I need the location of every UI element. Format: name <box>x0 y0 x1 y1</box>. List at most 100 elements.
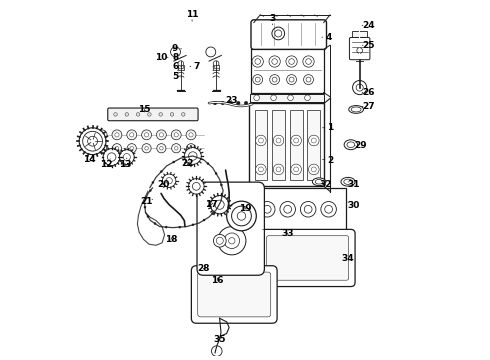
Circle shape <box>210 195 229 214</box>
Circle shape <box>227 201 256 231</box>
Text: 12: 12 <box>100 159 113 168</box>
Circle shape <box>157 144 166 153</box>
Circle shape <box>305 95 310 100</box>
Circle shape <box>275 30 282 37</box>
Circle shape <box>127 144 136 153</box>
Circle shape <box>309 135 319 146</box>
Ellipse shape <box>315 180 323 184</box>
Bar <box>250 94 324 102</box>
Circle shape <box>291 135 301 146</box>
Circle shape <box>207 162 209 165</box>
Text: 25: 25 <box>362 41 375 50</box>
Text: 33: 33 <box>282 229 294 238</box>
Text: 2: 2 <box>327 156 334 165</box>
Circle shape <box>218 227 246 255</box>
Circle shape <box>287 75 296 85</box>
Circle shape <box>170 113 174 116</box>
Circle shape <box>254 95 260 100</box>
Text: 16: 16 <box>211 276 224 285</box>
Circle shape <box>253 75 263 85</box>
Circle shape <box>189 152 197 160</box>
Circle shape <box>107 153 116 161</box>
Circle shape <box>189 179 204 194</box>
Circle shape <box>160 147 163 150</box>
Text: 8: 8 <box>172 53 178 62</box>
Circle shape <box>325 206 333 213</box>
Text: 7: 7 <box>193 62 199 71</box>
Circle shape <box>174 133 178 137</box>
Circle shape <box>189 147 193 150</box>
Circle shape <box>179 226 181 228</box>
Ellipse shape <box>351 107 361 112</box>
Text: 17: 17 <box>205 200 218 209</box>
Text: 6: 6 <box>172 62 178 71</box>
Circle shape <box>166 177 172 184</box>
FancyBboxPatch shape <box>197 182 265 275</box>
Ellipse shape <box>341 177 355 186</box>
Text: 26: 26 <box>362 88 375 97</box>
Text: 19: 19 <box>240 204 252 213</box>
Circle shape <box>303 56 314 67</box>
FancyBboxPatch shape <box>108 108 198 121</box>
Circle shape <box>321 202 336 217</box>
Circle shape <box>258 167 263 172</box>
Text: 34: 34 <box>342 254 354 263</box>
FancyBboxPatch shape <box>260 229 355 287</box>
Circle shape <box>256 164 266 175</box>
Text: 24: 24 <box>362 21 375 30</box>
Circle shape <box>294 167 298 172</box>
Text: 18: 18 <box>165 235 177 244</box>
Circle shape <box>220 184 222 186</box>
Circle shape <box>271 95 276 100</box>
FancyBboxPatch shape <box>198 272 271 317</box>
Ellipse shape <box>344 140 358 150</box>
Circle shape <box>258 138 263 143</box>
Text: 9: 9 <box>172 44 178 53</box>
Circle shape <box>147 215 149 217</box>
Circle shape <box>149 189 151 192</box>
Text: 4: 4 <box>325 33 331 42</box>
Circle shape <box>197 157 199 159</box>
Text: 20: 20 <box>157 180 170 189</box>
Circle shape <box>245 101 248 105</box>
Bar <box>177 66 184 69</box>
Circle shape <box>172 161 175 163</box>
Circle shape <box>163 174 176 188</box>
Circle shape <box>145 197 147 199</box>
Circle shape <box>186 130 196 140</box>
Ellipse shape <box>313 178 326 186</box>
Circle shape <box>172 144 181 153</box>
Circle shape <box>286 56 297 67</box>
Circle shape <box>159 113 163 116</box>
Ellipse shape <box>344 179 352 184</box>
Circle shape <box>144 206 146 208</box>
Bar <box>258 188 346 232</box>
Text: 1: 1 <box>327 123 334 132</box>
Circle shape <box>127 130 137 140</box>
Circle shape <box>79 128 106 154</box>
Circle shape <box>272 59 277 64</box>
Bar <box>351 31 368 37</box>
Circle shape <box>103 149 120 166</box>
FancyBboxPatch shape <box>349 37 370 60</box>
Circle shape <box>152 181 154 184</box>
Circle shape <box>232 206 251 226</box>
Circle shape <box>156 130 166 140</box>
Circle shape <box>159 133 164 137</box>
Circle shape <box>147 113 151 116</box>
Circle shape <box>353 81 367 95</box>
Circle shape <box>256 135 266 146</box>
Text: 15: 15 <box>138 105 151 114</box>
Text: 35: 35 <box>213 335 226 344</box>
Circle shape <box>214 234 226 247</box>
Text: 10: 10 <box>155 53 167 62</box>
Circle shape <box>300 202 316 217</box>
Circle shape <box>289 77 294 82</box>
Circle shape <box>83 131 102 151</box>
Circle shape <box>255 77 260 82</box>
Circle shape <box>114 113 117 116</box>
Circle shape <box>97 130 107 140</box>
Circle shape <box>221 195 223 197</box>
Circle shape <box>98 144 107 153</box>
Bar <box>254 111 267 180</box>
